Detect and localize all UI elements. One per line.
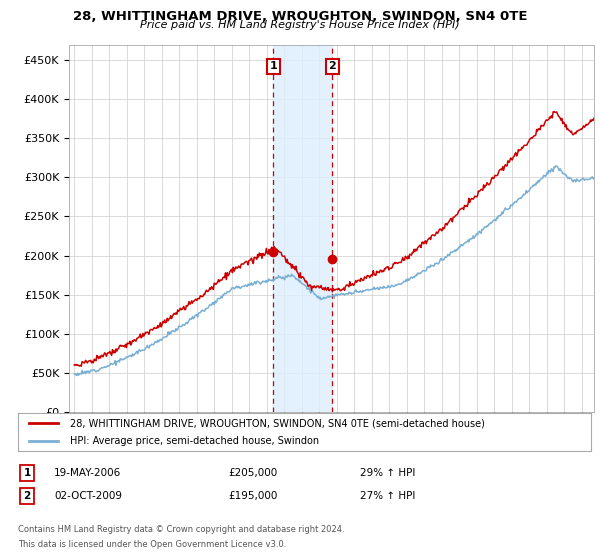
- Text: £195,000: £195,000: [228, 491, 277, 501]
- Text: 1: 1: [23, 468, 31, 478]
- Text: £205,000: £205,000: [228, 468, 277, 478]
- Bar: [274, 45, 332, 412]
- Text: 19-MAY-2006: 19-MAY-2006: [54, 468, 121, 478]
- Text: 28, WHITTINGHAM DRIVE, WROUGHTON, SWINDON, SN4 0TE: 28, WHITTINGHAM DRIVE, WROUGHTON, SWINDO…: [73, 10, 527, 23]
- Text: 28, WHITTINGHAM DRIVE, WROUGHTON, SWINDON, SN4 0TE (semi-detached house): 28, WHITTINGHAM DRIVE, WROUGHTON, SWINDO…: [70, 418, 484, 428]
- Text: HPI: Average price, semi-detached house, Swindon: HPI: Average price, semi-detached house,…: [70, 436, 319, 446]
- Text: Contains HM Land Registry data © Crown copyright and database right 2024.: Contains HM Land Registry data © Crown c…: [18, 525, 344, 534]
- Text: 1: 1: [269, 61, 277, 71]
- Text: 27% ↑ HPI: 27% ↑ HPI: [360, 491, 415, 501]
- Text: Price paid vs. HM Land Registry's House Price Index (HPI): Price paid vs. HM Land Registry's House …: [140, 20, 460, 30]
- Text: This data is licensed under the Open Government Licence v3.0.: This data is licensed under the Open Gov…: [18, 540, 286, 549]
- Text: 02-OCT-2009: 02-OCT-2009: [54, 491, 122, 501]
- Text: 2: 2: [329, 61, 336, 71]
- Text: 29% ↑ HPI: 29% ↑ HPI: [360, 468, 415, 478]
- Text: 2: 2: [23, 491, 31, 501]
